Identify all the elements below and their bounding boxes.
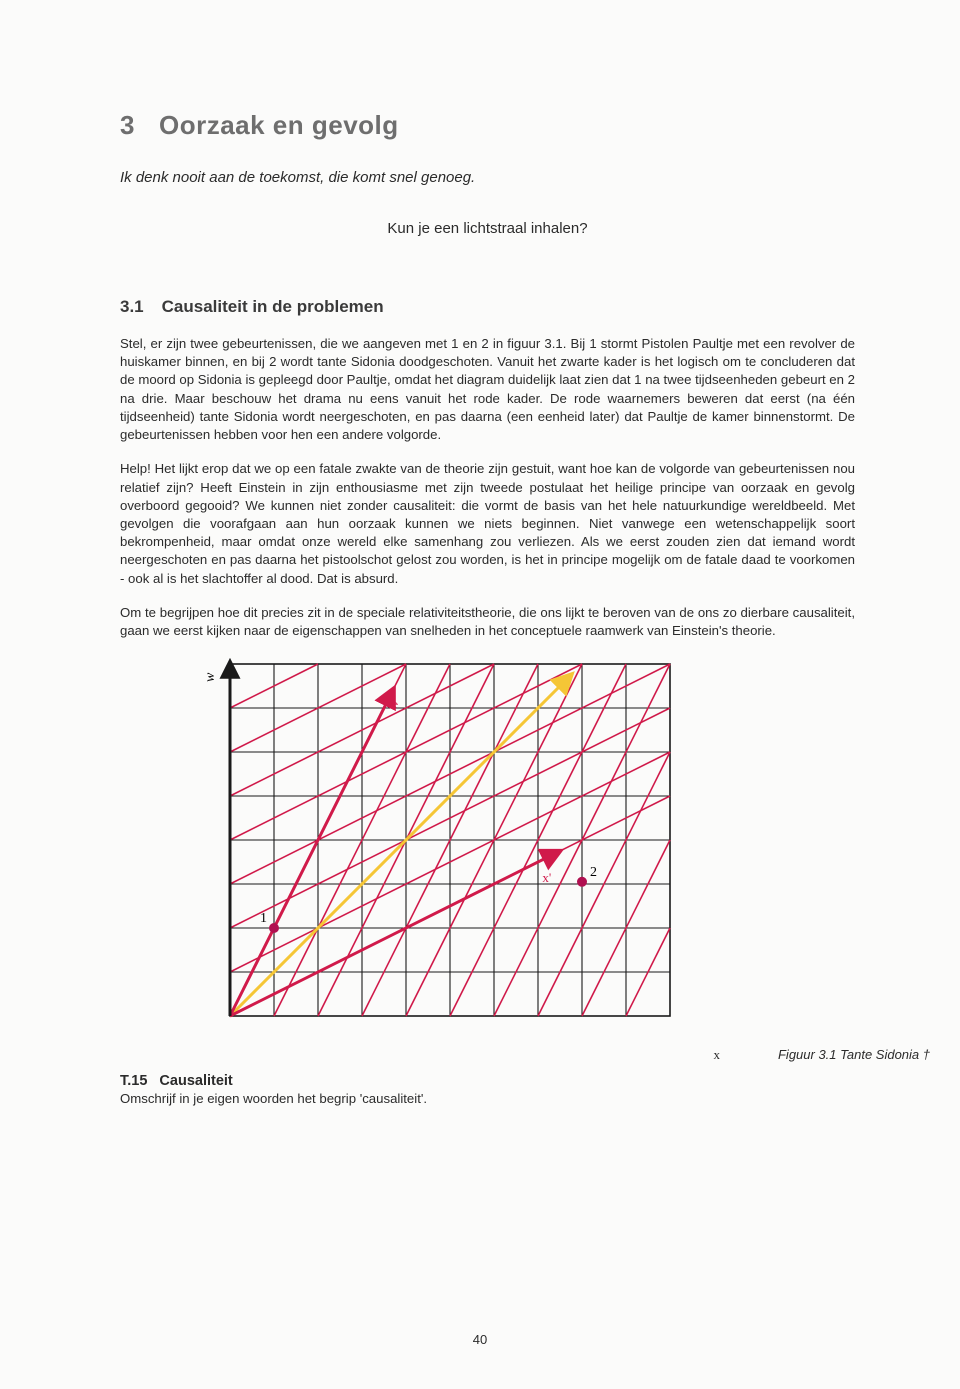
svg-text:1: 1 (260, 911, 267, 926)
section-title: Causaliteit in de problemen (162, 297, 384, 316)
page-number: 40 (0, 1332, 960, 1347)
svg-text:w: w (203, 672, 218, 682)
svg-text:2: 2 (590, 865, 597, 880)
chapter-title: Oorzaak en gevolg (159, 110, 399, 140)
task-number: T.15 (120, 1073, 147, 1089)
chapter-number: 3 (120, 110, 135, 140)
figure-3-1: ww'x'12 x Figuur 3.1 Tante Sidonia † (170, 656, 855, 1063)
figure-caption-row: x Figuur 3.1 Tante Sidonia † (170, 1047, 940, 1063)
page: 3 Oorzaak en gevolg Ik denk nooit aan de … (0, 0, 960, 1389)
svg-text:w': w' (384, 695, 403, 712)
paragraph-1: Stel, er zijn twee gebeurtenissen, die w… (120, 335, 855, 444)
x-axis-label: x (713, 1047, 720, 1063)
centered-question: Kun je een lichtstraal inhalen? (120, 220, 855, 237)
task-heading: T.15 Causaliteit (120, 1073, 855, 1089)
task-title: Causaliteit (159, 1073, 232, 1089)
section-number: 3.1 (120, 297, 144, 316)
section-heading: 3.1 Causaliteit in de problemen (120, 297, 855, 317)
figure-caption: Figuur 3.1 Tante Sidonia † (778, 1047, 930, 1063)
epigraph: Ik denk nooit aan de toekomst, die komt … (120, 169, 855, 186)
svg-text:x': x' (542, 870, 551, 885)
chapter-heading: 3 Oorzaak en gevolg (120, 110, 855, 141)
paragraph-2: Help! Het lijkt erop dat we op een fatal… (120, 460, 855, 588)
paragraph-3: Om te begrijpen hoe dit precies zit in d… (120, 604, 855, 640)
task-description: Omschrijf in je eigen woorden het begrip… (120, 1091, 855, 1106)
spacetime-diagram: w w' x' 1 2 (170, 656, 770, 1036)
